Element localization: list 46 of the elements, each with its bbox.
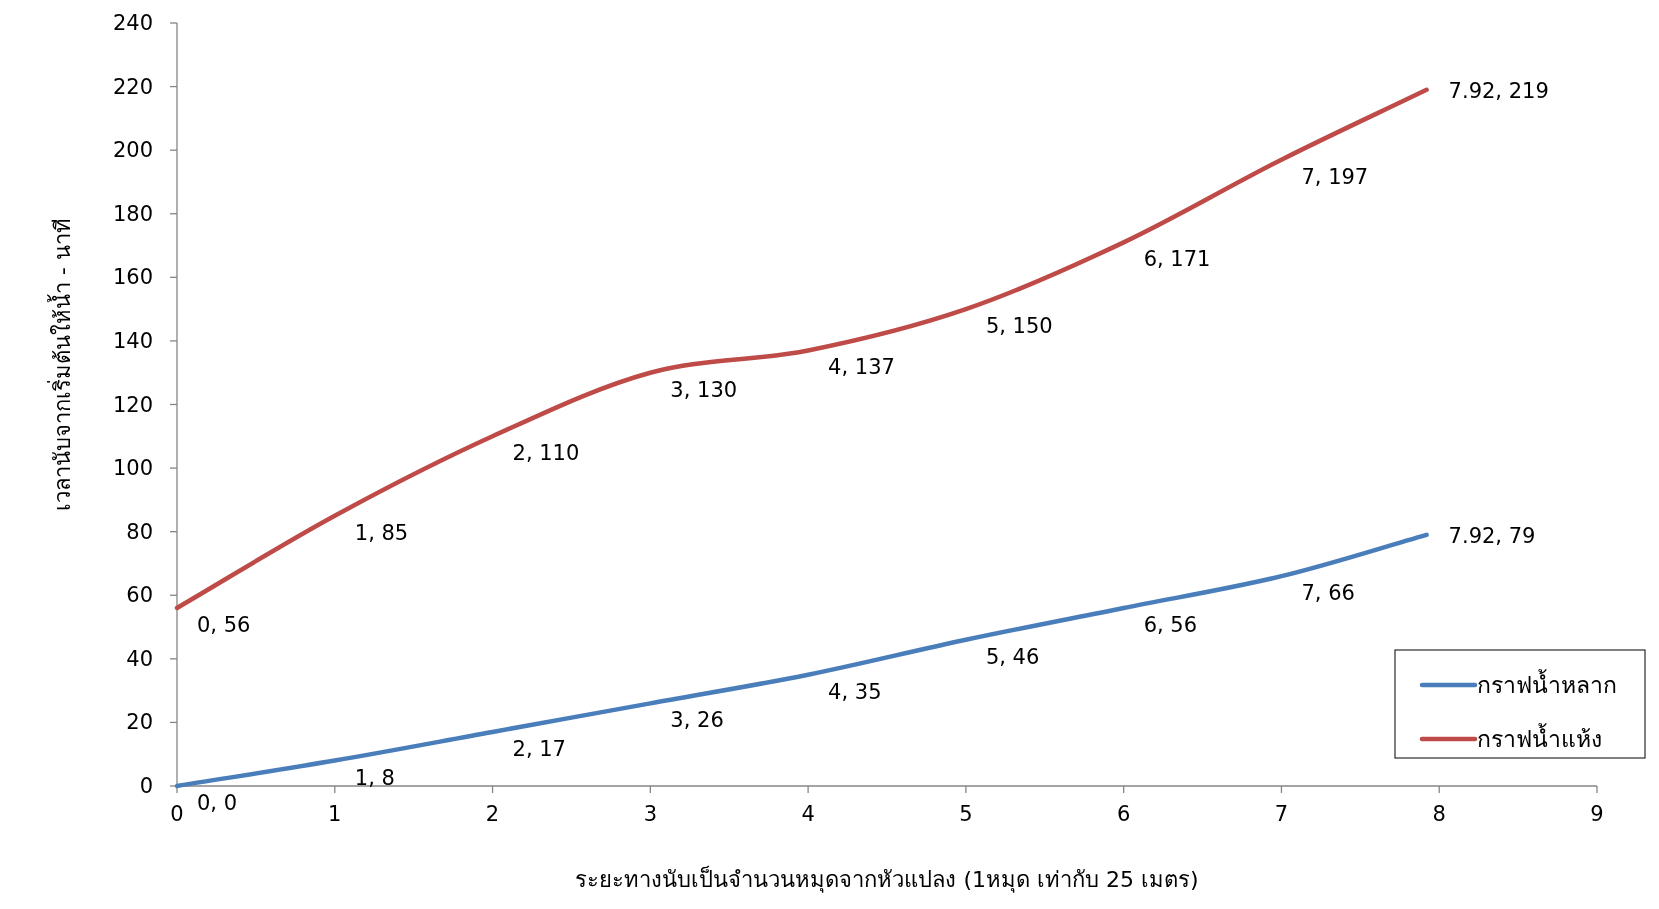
x-tick-label: 4 [801,802,815,826]
data-label: 7.92, 79 [1448,523,1536,548]
data-label: 0, 56 [197,612,251,637]
data-label: 7, 197 [1301,164,1369,189]
x-tick-label: 3 [643,802,658,826]
data-label: 5, 150 [985,314,1053,339]
data-label: 2, 110 [512,441,580,466]
y-tick-label: 20 [126,710,153,735]
x-tick-label: 7 [1274,802,1289,826]
y-tick-label: 60 [126,583,153,608]
data-label: 2, 17 [512,736,566,761]
y-axis-title: เวลานับจากเริ่มต้นให้น้ำ - นาที [47,218,75,511]
x-tick-label: 0 [170,802,184,826]
x-tick-label: 8 [1432,802,1446,826]
data-label: 6, 171 [1143,247,1211,272]
y-tick-label: 0 [139,774,153,798]
y-tick-label: 240 [112,11,153,35]
data-label: 4, 35 [828,679,882,704]
line-series [174,87,1429,611]
y-tick-label: 220 [112,74,153,99]
x-tick-label: 1 [328,802,342,826]
data-label: 0, 0 [197,791,238,815]
legend-label: กราฟน้ำหลาก [1477,669,1617,698]
y-tick-label: 80 [126,519,153,544]
y-tick-label: 40 [126,646,153,671]
x-tick-label: 2 [485,802,500,826]
y-tick-label: 120 [112,392,153,417]
data-label: 1, 85 [354,520,409,545]
data-label: 5, 46 [985,644,1040,669]
data-label: 3, 130 [670,377,738,402]
data-label: 3, 26 [670,708,724,733]
data-label: 7, 66 [1301,581,1355,606]
data-label: 6, 56 [1143,612,1198,637]
x-tick-label: 6 [1116,802,1131,826]
data-label: 7.92, 219 [1448,78,1549,103]
y-tick-label: 160 [112,265,153,290]
y-tick-label: 200 [112,138,153,163]
data-label: 4, 137 [828,355,895,380]
x-tick-label: 9 [1590,802,1604,826]
legend-label: กราฟน้ำแห้ง [1477,723,1602,752]
y-tick-label: 140 [112,328,153,353]
data-label: 1, 8 [354,765,395,790]
x-axis-title: ระยะทางนับเป็นจำนวนหมุดจากหัวแปลง (1หมุด เท่ากับ 25 เมตร) [575,865,1199,893]
y-tick-label: 100 [112,456,153,481]
x-tick-label: 5 [959,802,973,826]
y-tick-label: 180 [112,201,153,226]
